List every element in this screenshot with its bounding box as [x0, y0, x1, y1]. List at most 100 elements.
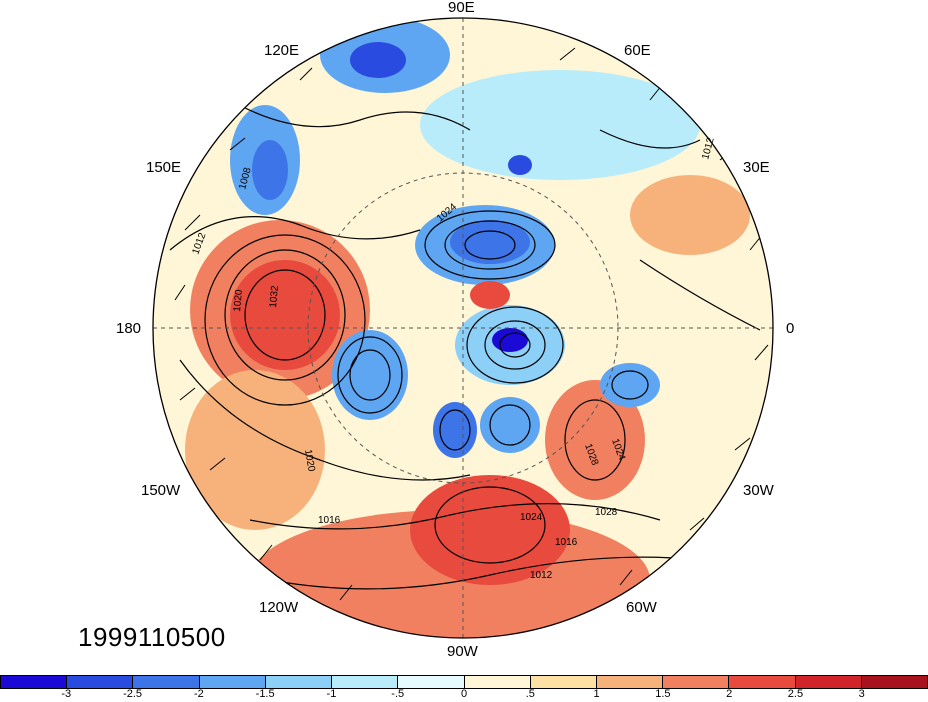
contour-line — [224, 249, 346, 381]
lon-label-120e: 120E — [264, 42, 300, 59]
contour-label: 1024 — [520, 512, 543, 523]
contour-line — [611, 370, 649, 400]
colorbar-bin — [596, 676, 664, 688]
graticule-circle — [307, 172, 619, 484]
colorbar-bin — [199, 676, 266, 688]
shading-cool-core-120e — [350, 42, 406, 78]
contour-line — [484, 320, 546, 370]
colorbar-tick-label: 1 — [593, 688, 600, 700]
contour-line — [639, 259, 761, 331]
wind-barb — [184, 214, 201, 231]
colorbar-tick-label: 2.5 — [787, 688, 804, 700]
lon-label-30e: 30E — [743, 159, 770, 176]
contour-label: 1020 — [302, 449, 317, 473]
shading-cool-north — [420, 70, 700, 180]
colorbar-bin — [398, 676, 465, 688]
colorbar-bin — [729, 676, 796, 688]
contour-label: 1016 — [318, 515, 341, 526]
shading-cool-core-pole — [492, 328, 528, 352]
lon-label-0: 0 — [786, 320, 795, 337]
lon-label-150w: 150W — [141, 482, 181, 499]
contour-label: 1016 — [555, 537, 578, 548]
contour-label: 1012 — [530, 570, 553, 581]
wind-barb — [174, 284, 186, 301]
wind-barb — [754, 344, 769, 361]
lon-label-90w: 90W — [447, 643, 478, 660]
colorbar-tick-label: -3 — [61, 688, 72, 700]
colorbar-tick-label: 1.5 — [655, 688, 671, 700]
colorbar-bin — [795, 676, 862, 688]
colorbar-tick-label: .5 — [525, 688, 535, 700]
wind-barb — [179, 387, 196, 401]
colorbar-tick-label: 2 — [726, 688, 733, 700]
contour-line — [249, 503, 661, 530]
contour-line — [599, 129, 701, 149]
contour-label: 1020 — [232, 289, 245, 313]
contour-line — [204, 234, 366, 406]
wind-barb — [619, 569, 633, 586]
contour-line — [434, 486, 546, 564]
wind-barb — [299, 67, 313, 81]
map-boundary — [152, 17, 774, 639]
lon-label-60w: 60W — [626, 599, 657, 616]
shading-warm-small — [470, 281, 510, 309]
colorbar-tick-label: -2.5 — [123, 688, 143, 700]
lon-label-150e: 150E — [146, 159, 182, 176]
graticule — [153, 18, 773, 638]
colorbar-bin — [464, 676, 531, 688]
contour-line — [179, 359, 471, 481]
contour-line — [229, 99, 471, 131]
colorbar-bin — [861, 676, 928, 688]
colorbar-bin — [530, 676, 597, 688]
shading-cool-siberia — [508, 155, 532, 175]
contour-label: 1032 — [268, 285, 281, 309]
contour-line — [499, 332, 531, 358]
colorbar-tick-label: -1.5 — [255, 688, 275, 700]
lon-label-180: 180 — [116, 320, 142, 337]
shading-warm-150w — [185, 370, 325, 530]
contour-line — [466, 306, 564, 384]
colorbar-tick-label: 3 — [858, 688, 865, 700]
wind-barb — [689, 517, 705, 531]
contour-line — [269, 556, 701, 590]
contour-label: 1028 — [595, 507, 618, 518]
colorbar-bin — [67, 676, 134, 688]
lon-label-90e: 90E — [448, 0, 475, 16]
shading-cool-greenland — [332, 330, 408, 420]
date-stamp: 1999110500 — [78, 622, 226, 652]
colorbar-tick-label: -2 — [193, 688, 204, 700]
contour-line — [169, 216, 421, 251]
contour-line — [444, 220, 536, 270]
shading-cool-atlantic — [600, 363, 660, 407]
shading-cool-core-150e — [252, 140, 288, 200]
colorbar-bin — [1, 676, 68, 688]
wind-barb — [559, 47, 576, 61]
lon-label-30w: 30W — [743, 482, 774, 499]
contour-line — [464, 230, 516, 260]
shading-warm-60w — [545, 380, 645, 500]
colorbar-tick-label: -1 — [326, 688, 337, 700]
map-disk — [153, 18, 773, 638]
contour-label-group: 1012 1020 1032 1008 1016 1016 1012 1028 … — [190, 136, 716, 581]
colorbar-tick-label: 0 — [460, 688, 468, 700]
wind-barb — [339, 584, 353, 601]
shading-warm-core-90w — [410, 475, 570, 585]
colorbar-tick-label: -.5 — [391, 688, 405, 700]
contour-line — [424, 210, 556, 280]
contour-line — [439, 409, 471, 451]
wind-barb — [259, 544, 273, 561]
isobar-contours — [169, 99, 761, 590]
contour-line — [489, 404, 531, 446]
contour-line — [337, 336, 403, 414]
colorbar — [0, 675, 928, 689]
shading-warm-30e — [630, 175, 750, 255]
wind-barb — [734, 437, 751, 451]
wind-barb — [209, 457, 226, 471]
colorbar-bin — [265, 676, 333, 688]
shading-warm-core-180 — [230, 260, 340, 370]
lon-label-120w: 120W — [259, 599, 299, 616]
colorbar-bin — [133, 676, 200, 688]
colorbar-bin — [332, 676, 399, 688]
lon-label-60e: 60E — [624, 42, 651, 59]
